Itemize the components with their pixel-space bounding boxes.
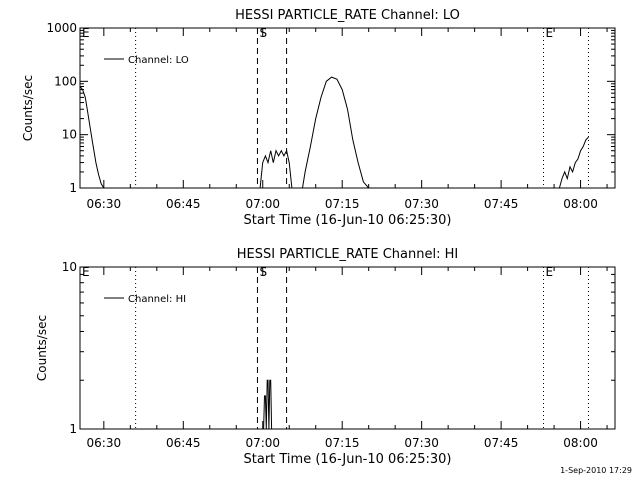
series-line <box>558 136 589 188</box>
legend-label: Channel: LO <box>128 55 189 66</box>
y-axis-label: Counts/sec <box>21 75 35 141</box>
series-line <box>262 379 275 429</box>
chart-title: HESSI PARTICLE_RATE Channel: HI <box>237 247 458 262</box>
series-line <box>80 86 105 188</box>
chart-title: HESSI PARTICLE_RATE Channel: LO <box>235 8 460 23</box>
y-tick-label: 100 <box>54 74 77 88</box>
x-tick-label: 06:45 <box>166 436 201 450</box>
x-tick-label: 06:45 <box>166 197 201 211</box>
x-tick-label: 07:00 <box>245 436 280 450</box>
marker-annotation: S <box>259 26 267 40</box>
marker-annotation: E <box>545 265 553 279</box>
x-tick-label: 06:30 <box>87 436 122 450</box>
marker-annotation: S <box>259 265 267 279</box>
x-tick-label: 07:15 <box>325 197 360 211</box>
y-tick-label: 10 <box>62 260 77 274</box>
x-tick-label: 07:45 <box>484 436 519 450</box>
x-tick-label: 07:15 <box>325 436 360 450</box>
x-tick-label: 07:00 <box>245 197 280 211</box>
y-tick-label: 1 <box>69 422 77 436</box>
series-line <box>259 76 370 188</box>
x-axis-label: Start Time (16-Jun-10 06:25:30) <box>244 213 452 228</box>
marker-annotation: E <box>545 26 553 40</box>
plot-frame <box>79 266 616 430</box>
x-tick-label: 08:00 <box>563 197 598 211</box>
x-tick-label: 07:45 <box>484 197 519 211</box>
chart-panel-1: HESSI PARTICLE_RATE Channel: LO 1 10 100 100… <box>21 8 616 228</box>
chart-panel-2: HESSI PARTICLE_RATE Channel: HI 1 10 06:30 0… <box>35 247 616 467</box>
plot-frame <box>79 27 616 189</box>
legend-label: Channel: HI <box>128 294 186 305</box>
x-tick-label: 06:30 <box>87 197 122 211</box>
x-tick-label: 07:30 <box>404 197 439 211</box>
x-tick-label: 08:00 <box>563 436 598 450</box>
y-tick-label: 10 <box>62 128 77 142</box>
marker-annotation: E <box>82 26 90 40</box>
y-axis-label: Counts/sec <box>35 315 49 381</box>
x-tick-label: 07:30 <box>404 436 439 450</box>
y-tick-label: 1000 <box>46 21 77 35</box>
footer-timestamp: 1-Sep-2010 17:29 <box>560 466 632 475</box>
y-tick-label: 1 <box>69 181 77 195</box>
x-axis-label: Start Time (16-Jun-10 06:25:30) <box>244 452 452 467</box>
marker-annotation: E <box>82 265 90 279</box>
